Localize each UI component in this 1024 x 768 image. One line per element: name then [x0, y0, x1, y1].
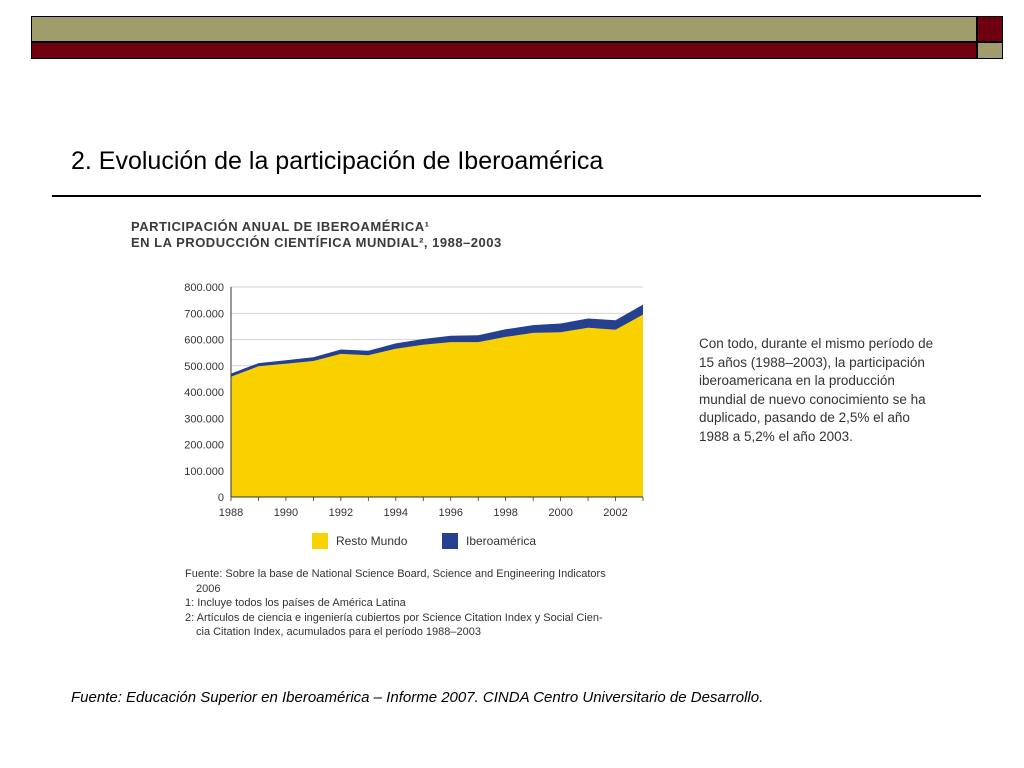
chart-footnotes: Fuente: Sobre la base de National Scienc… [185, 567, 606, 640]
y-tick-label: 100.000 [184, 466, 224, 478]
banner-maroon-square [977, 16, 1003, 42]
y-tick-label: 200.000 [184, 440, 224, 452]
x-tick-label: 2000 [548, 507, 572, 519]
footnote-2-cont: cia Citation Index, acumulados para el p… [196, 626, 481, 638]
y-tick-label: 500.000 [184, 361, 224, 373]
slide-title: 2. Evolución de la participación de Iber… [71, 147, 604, 175]
legend-swatch-resto-mundo [312, 533, 328, 549]
legend-item-resto-mundo: Resto Mundo [312, 533, 407, 549]
chart-title-line-2: EN LA PRODUCCIÓN CIENTÍFICA MUNDIAL², 19… [131, 235, 502, 250]
x-tick-label: 1992 [329, 507, 353, 519]
y-tick-label: 700.000 [184, 308, 224, 320]
chart-title-line-1: PARTICIPACIÓN ANUAL DE IBEROAMÉRICA¹ [131, 219, 430, 234]
x-tick-label: 1994 [384, 507, 408, 519]
chart-title: PARTICIPACIÓN ANUAL DE IBEROAMÉRICA¹ EN … [131, 219, 502, 251]
banner-maroon-bar [31, 42, 977, 59]
x-tick-label: 2002 [603, 507, 627, 519]
footnote-source: Fuente: Sobre la base de National Scienc… [185, 568, 606, 580]
y-tick-label: 300.000 [184, 413, 224, 425]
banner-olive-bar [31, 16, 977, 42]
footnote-2: 2: Artículos de ciencia e ingeniería cub… [185, 611, 603, 624]
slide-source: Fuente: Educación Superior en Iberoaméri… [71, 689, 764, 706]
footnote-1: 1: Incluye todos los países de América L… [185, 597, 406, 609]
header-banner [31, 16, 1003, 59]
banner-olive-square [977, 42, 1003, 59]
y-tick-label: 400.000 [184, 387, 224, 399]
legend-swatch-iberoamerica [442, 533, 458, 549]
y-tick-label: 800.000 [184, 282, 224, 294]
area-chart: 0 100.000 200.000 300.000 400.000 500.000 600.… [184, 282, 644, 519]
title-divider [52, 195, 981, 197]
x-tick-label: 1998 [493, 507, 517, 519]
x-tick-label: 1988 [219, 507, 243, 519]
legend-label-resto-mundo: Resto Mundo [336, 534, 408, 548]
x-tick-label: 1990 [274, 507, 298, 519]
area-series-resto-mundo [231, 314, 643, 497]
legend-item-iberoamerica: Iberoamérica [442, 533, 536, 549]
area-series-iberoam-rica [231, 304, 643, 377]
side-note: Con todo, durante el mismo período de 15… [699, 336, 934, 444]
y-tick-label: 0 [218, 492, 224, 504]
footnote-source-year: 2006 [196, 582, 221, 595]
legend-label-iberoamerica: Iberoamérica [466, 534, 537, 548]
x-tick-label: 1996 [438, 507, 462, 519]
y-tick-label: 600.000 [184, 335, 224, 347]
